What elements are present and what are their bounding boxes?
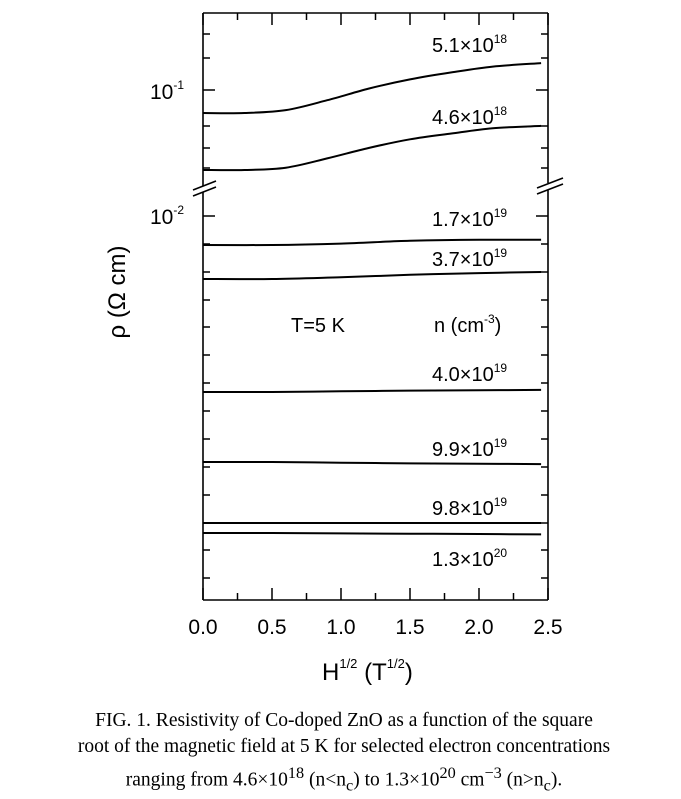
caption-line-1: FIG. 1. Resistivity of Co-doped ZnO as a… [95, 710, 593, 731]
plot-frame [202, 12, 549, 601]
series-label-8: 1.3×1020 [432, 546, 507, 571]
caption-line-3: ranging from 4.6×1018 (n<nc) to 1.3×1020… [125, 764, 563, 795]
ticks [202, 13, 549, 600]
axis-break-marks [192, 177, 564, 197]
series-label-4: 3.7×1019 [432, 246, 507, 271]
x-tick-label: 1.0 [326, 616, 355, 639]
x-axis-title: H1/2 (T1/2) [322, 656, 413, 686]
x-tick-label: 1.5 [395, 616, 424, 639]
series-label-5: 4.0×1019 [432, 361, 507, 386]
y-tick-label-lower: 10-2 [150, 203, 184, 229]
axis-break-left-2 [192, 186, 217, 197]
series-label-1: 5.1×1018 [432, 32, 507, 57]
series-labels: 5.1×1018 4.6×1018 1.7×1019 3.7×1019 4.0×1019… [432, 32, 507, 571]
concentration-unit-annotation: n (cm-3) [434, 312, 501, 337]
figure-caption: FIG. 1. Resistivity of Co-doped ZnO as a… [14, 708, 674, 798]
series-label-7: 9.8×1019 [432, 495, 507, 520]
x-tick-label: 0.0 [188, 616, 217, 639]
axis-break-right-2 [536, 183, 564, 195]
temperature-annotation: T=5 K [291, 315, 346, 337]
series-line-1 [202, 62, 542, 115]
axis-break-right-1 [536, 177, 564, 189]
series-label-2: 4.6×1018 [432, 104, 507, 129]
series-line-6 [202, 460, 542, 466]
caption-line-2: root of the magnetic field at 5 K for se… [77, 736, 611, 757]
x-tick-label: 2.5 [533, 616, 562, 639]
series-line-4 [202, 271, 542, 281]
series-group [202, 62, 542, 536]
chart: 0.0 0.5 1.0 1.5 2.0 2.5 10-1 10-2 5.1×1018 4.6… [104, 12, 564, 686]
x-tick-label: 0.5 [257, 616, 286, 639]
x-tick-labels: 0.0 0.5 1.0 1.5 2.0 2.5 [188, 616, 562, 639]
series-label-3: 1.7×1019 [432, 206, 507, 231]
series-line-3 [202, 238, 542, 247]
axis-break-left-1 [192, 180, 217, 191]
series-label-6: 9.9×1019 [432, 436, 507, 461]
x-tick-label: 2.0 [464, 616, 493, 639]
series-line-5 [202, 388, 542, 394]
series-line-2 [202, 124, 542, 172]
y-tick-labels: 10-1 10-2 [150, 78, 184, 229]
series-line-8 [202, 531, 542, 536]
y-tick-label-upper: 10-1 [150, 78, 184, 104]
y-axis-title: ρ (Ω cm) [104, 246, 131, 339]
